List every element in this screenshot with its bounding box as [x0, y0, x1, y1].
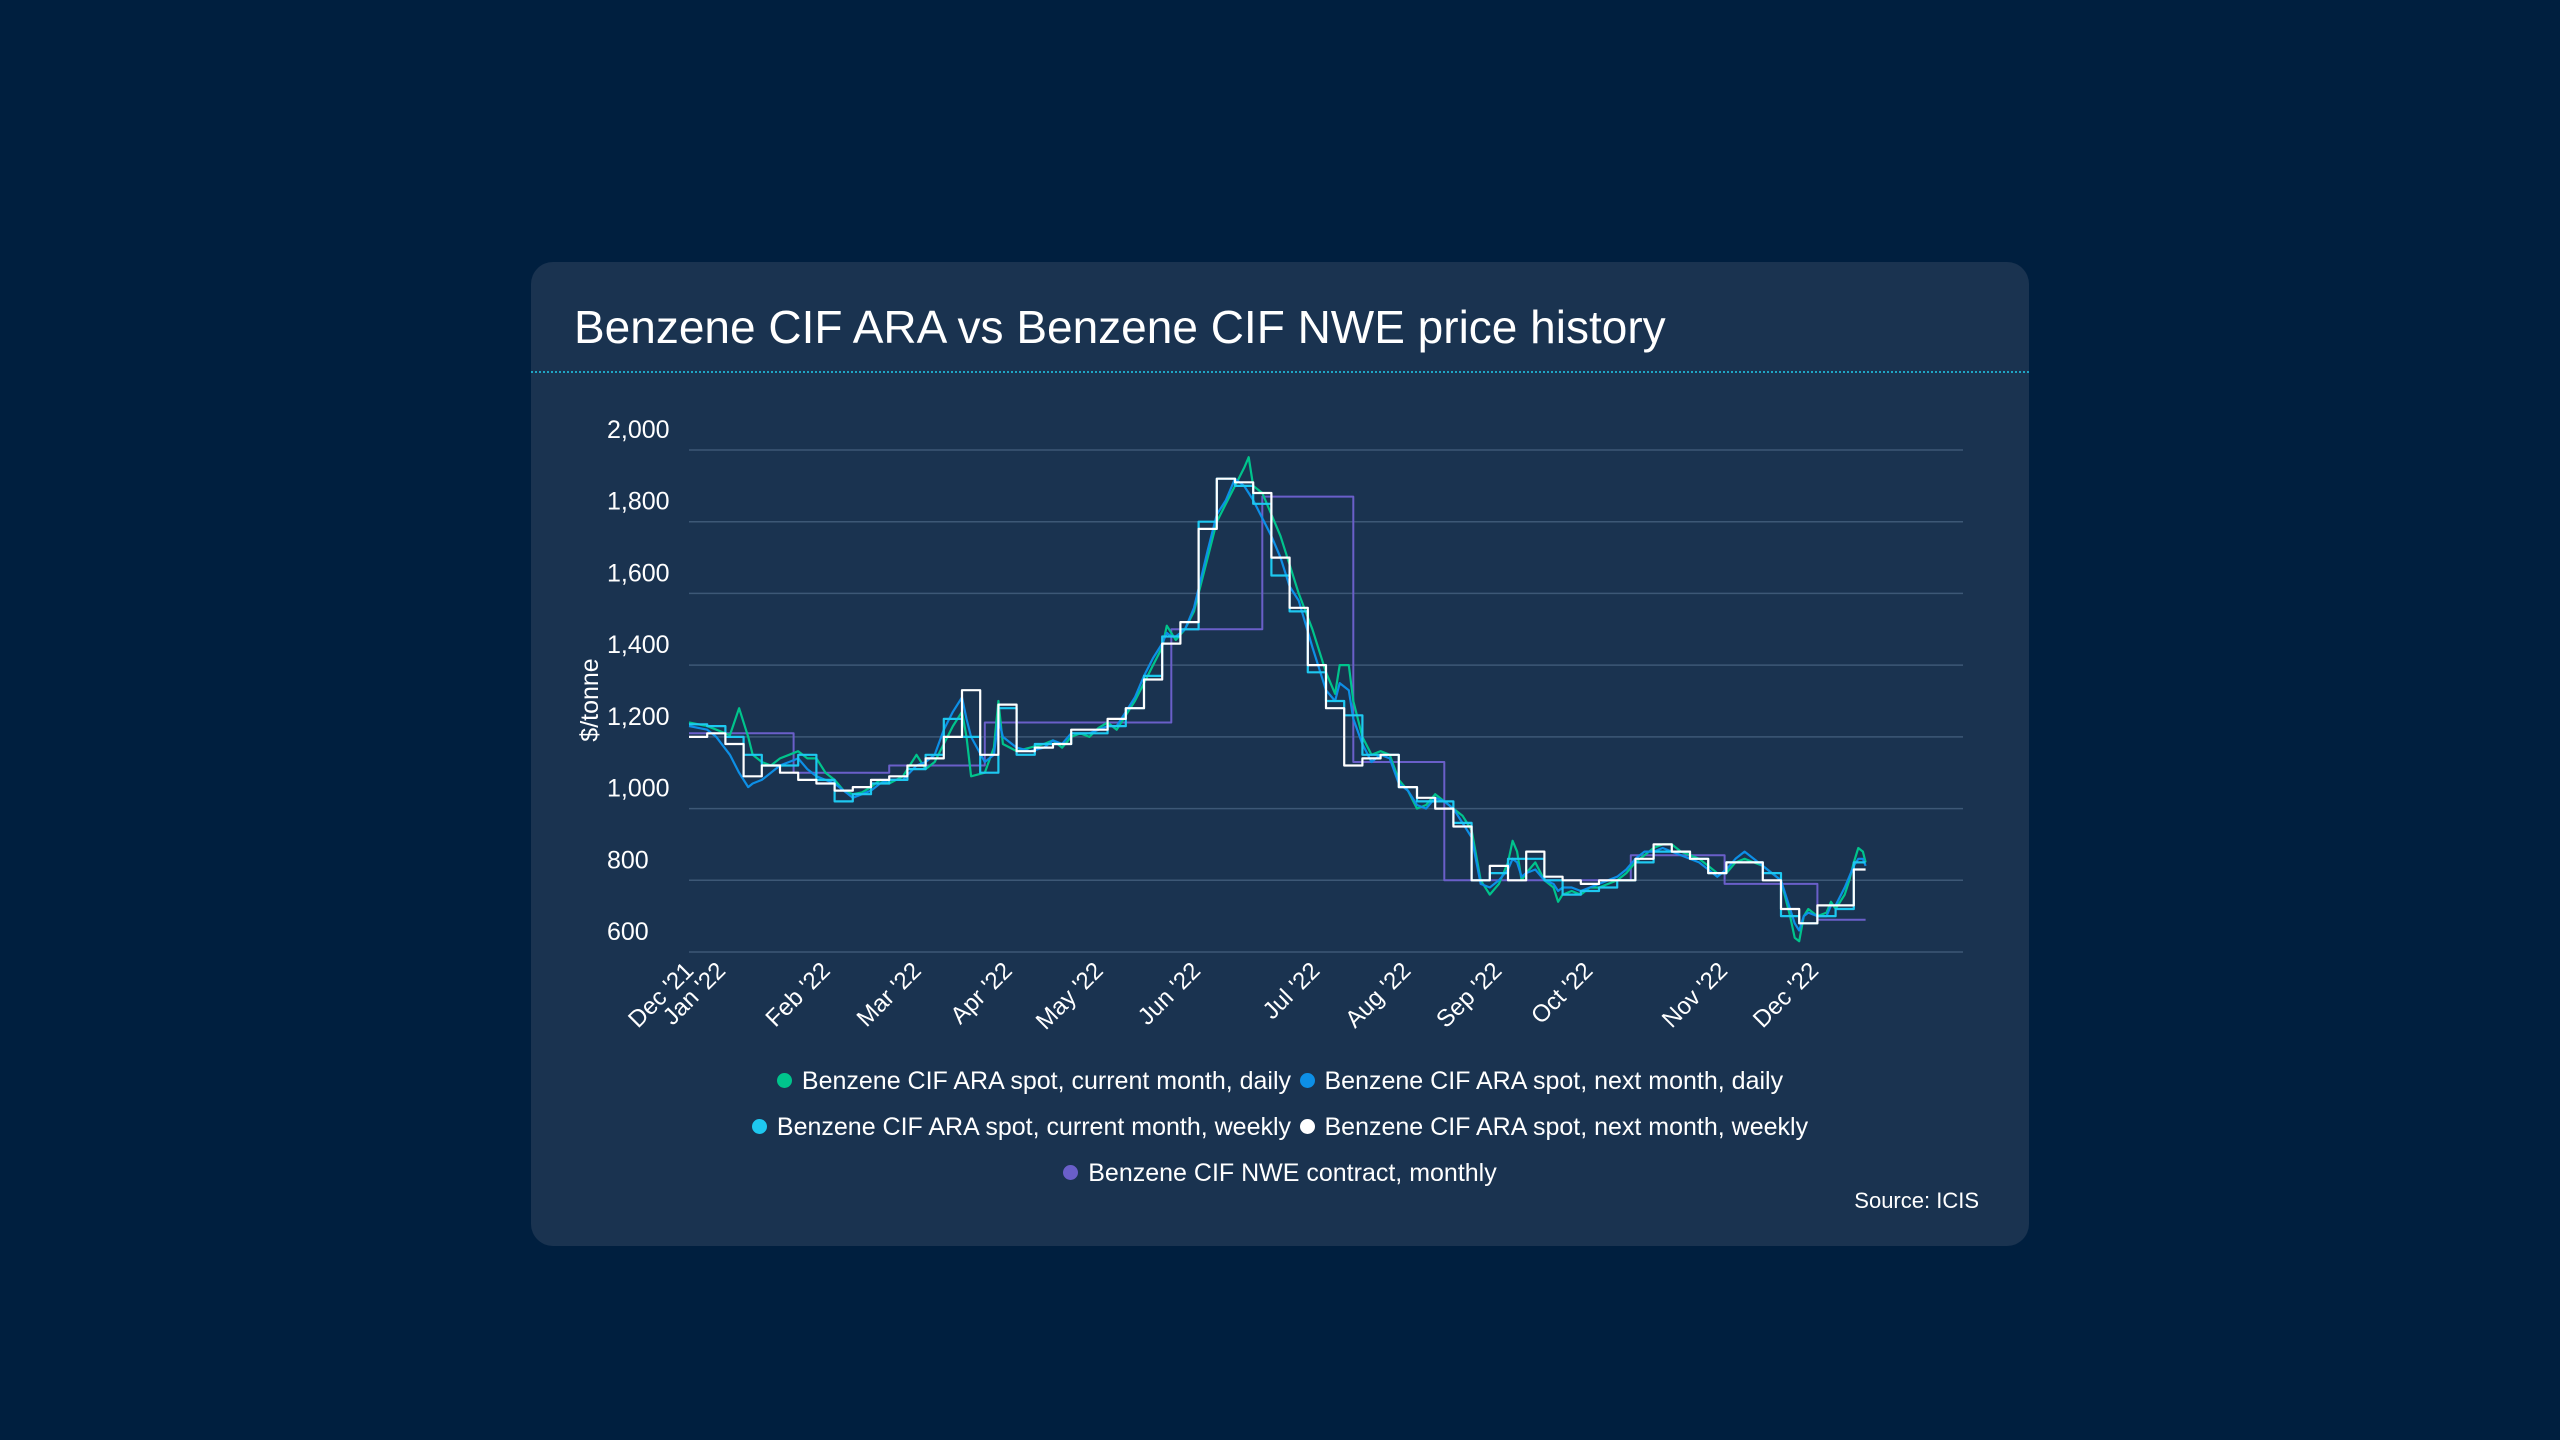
legend-row: Benzene CIF ARA spot, current month, dai… [531, 1058, 2029, 1104]
legend-item[interactable]: Benzene CIF ARA spot, next month, weekly [1299, 1104, 1809, 1150]
legend-row: Benzene CIF ARA spot, current month, wee… [531, 1104, 2029, 1150]
legend-item[interactable]: Benzene CIF ARA spot, next month, daily [1299, 1058, 1784, 1104]
y-tick-label: 1,400 [607, 631, 670, 659]
legend-row: Benzene CIF NWE contract, monthly [531, 1150, 2029, 1196]
y-axis-label: $/tonne [576, 658, 604, 741]
x-tick-label: May '22 [1031, 957, 1109, 1035]
grid-lines [689, 449, 1963, 953]
x-tick-label: Aug '22 [1340, 957, 1416, 1033]
legend-dot-icon [1299, 1118, 1315, 1134]
y-axis-ticks: 600 800 1,000 1,200 1,400 1,600 1,800 2,000 [607, 416, 670, 946]
legend: Benzene CIF ARA spot, current month, dai… [531, 1058, 2029, 1196]
chart-card: Benzene CIF ARA vs Benzene CIF NWE price… [531, 262, 2029, 1246]
x-tick-label: Apr '22 [945, 957, 1017, 1029]
y-tick-label: 1,000 [607, 775, 670, 803]
legend-label: Benzene CIF ARA spot, current month, dai… [801, 1067, 1292, 1095]
chart-plot: 600 800 1,000 1,200 1,400 1,600 1,800 2,000 $/t… [576, 416, 1963, 1035]
series-lines [688, 456, 1867, 943]
legend-label: Benzene CIF ARA spot, next month, weekly [1324, 1113, 1809, 1141]
x-tick-label: Jun '22 [1133, 957, 1206, 1030]
title-divider [531, 371, 2029, 373]
x-tick-label: Mar '22 [852, 957, 927, 1032]
y-tick-label: 1,800 [607, 488, 670, 516]
x-tick-label: Nov '22 [1657, 957, 1733, 1033]
legend-item[interactable]: Benzene CIF ARA spot, current month, wee… [751, 1104, 1292, 1150]
legend-dot-icon [751, 1118, 767, 1134]
legend-dot-icon [776, 1072, 792, 1088]
legend-dot-icon [1299, 1072, 1315, 1088]
x-tick-label: Sep '22 [1431, 957, 1507, 1033]
y-tick-label: 800 [607, 846, 649, 874]
x-tick-label: Oct '22 [1526, 957, 1598, 1029]
legend-label: Benzene CIF ARA spot, current month, wee… [776, 1113, 1292, 1141]
legend-item[interactable]: Benzene CIF NWE contract, monthly [1063, 1150, 1497, 1196]
chart-title: Benzene CIF ARA vs Benzene CIF NWE price… [574, 301, 1666, 353]
legend-label: Benzene CIF NWE contract, monthly [1088, 1159, 1497, 1187]
x-tick-label: Jul '22 [1258, 957, 1326, 1025]
source-note: Source: ICIS [1854, 1188, 1979, 1213]
series-line [688, 477, 1867, 932]
y-tick-label: 1,200 [607, 703, 670, 731]
legend-label: Benzene CIF ARA spot, next month, daily [1324, 1067, 1784, 1095]
series-line [688, 456, 1867, 943]
series-line [689, 477, 1866, 925]
legend-dot-icon [1063, 1164, 1079, 1180]
series-line [689, 495, 1866, 921]
y-tick-label: 1,600 [607, 559, 670, 587]
legend-item[interactable]: Benzene CIF ARA spot, current month, dai… [776, 1058, 1292, 1104]
y-tick-label: 600 [607, 918, 649, 946]
x-tick-label: Dec '22 [1748, 957, 1824, 1033]
y-tick-label: 2,000 [607, 416, 670, 444]
x-tick-label: Feb '22 [761, 957, 836, 1032]
